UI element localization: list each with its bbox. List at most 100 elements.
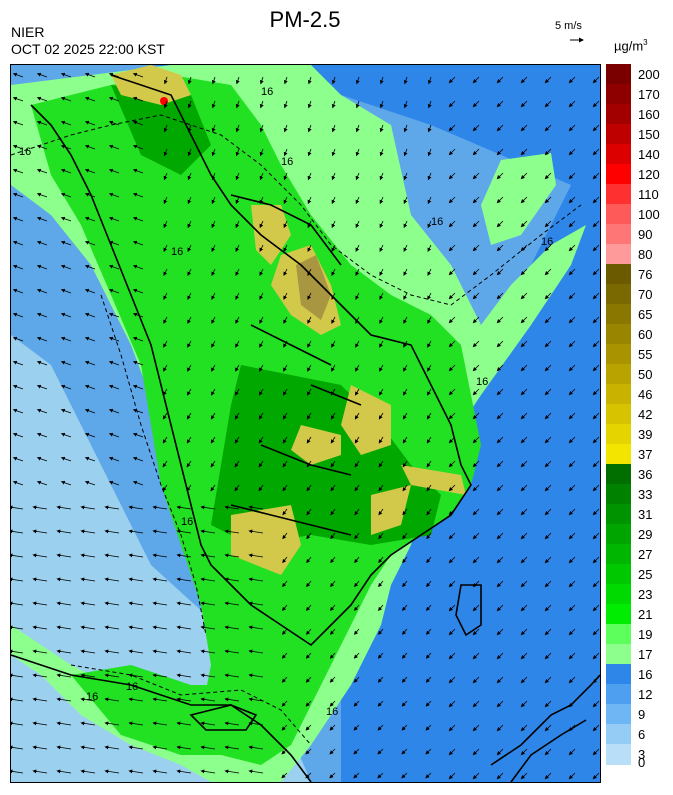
wind-arrow-icon (282, 508, 288, 516)
wind-arrow-icon (56, 553, 72, 558)
wind-arrow-icon (568, 724, 576, 732)
wind-arrow-icon (259, 196, 264, 205)
wind-arrow-icon (36, 288, 48, 294)
wind-arrow-icon (427, 340, 432, 348)
legend-label: 110 (638, 187, 659, 202)
wind-arrow-icon (544, 148, 552, 156)
wind-arrow-icon (32, 553, 48, 558)
wind-arrow-icon (592, 268, 600, 276)
wind-arrow-icon (104, 721, 120, 726)
wind-arrow-icon (353, 772, 360, 779)
wind-arrow-icon (108, 456, 120, 462)
wind-arrow-icon (568, 100, 576, 108)
wind-arrow-icon (403, 172, 408, 181)
wind-arrow-icon (235, 148, 240, 157)
wind-arrow-icon (355, 220, 360, 229)
wind-arrow-icon (448, 124, 456, 132)
wind-arrow-icon (355, 316, 360, 324)
wind-arrow-icon (568, 124, 576, 132)
wind-arrow-icon (378, 580, 384, 588)
wind-arrow-icon (448, 652, 456, 660)
wind-vector-field (11, 72, 600, 780)
wind-arrow-icon (36, 384, 48, 390)
wind-arrow-icon (401, 676, 408, 683)
wind-arrow-icon (248, 625, 264, 630)
wind-arrow-icon (200, 505, 216, 510)
wind-arrow-icon (472, 244, 480, 252)
wind-arrow-icon (12, 192, 24, 198)
wind-arrow-icon (568, 268, 576, 276)
wind-arrow-icon (248, 721, 264, 726)
wind-arrow-icon (472, 100, 480, 108)
wind-arrow-icon (163, 340, 168, 348)
wind-arrow-icon (187, 100, 192, 109)
wind-arrow-icon (544, 628, 552, 636)
wind-arrow-icon (234, 412, 240, 420)
wind-arrow-icon (60, 96, 72, 102)
wind-arrow-icon (36, 216, 48, 222)
legend-label: 90 (638, 227, 653, 242)
wind-arrow-icon (403, 268, 408, 277)
wind-arrow-icon (379, 124, 384, 133)
wind-arrow-icon (36, 432, 48, 438)
wind-arrow-icon (132, 336, 144, 342)
pm25-map[interactable]: 16 16 16 16 16 16 16 16 16 16 16 (10, 64, 601, 783)
wind-arrow-icon (520, 556, 528, 564)
wind-arrow-icon (379, 340, 384, 348)
wind-arrow-icon (353, 676, 360, 683)
wind-arrow-icon (379, 292, 384, 300)
wind-arrow-icon (305, 748, 312, 755)
wind-arrow-icon (568, 676, 576, 684)
wind-arrow-icon (592, 316, 600, 324)
wind-arrow-icon (592, 508, 600, 516)
wind-arrow-icon (496, 292, 504, 300)
wind-arrow-icon (283, 220, 288, 229)
legend-label: 36 (638, 467, 653, 482)
wind-arrow-icon (108, 192, 120, 198)
wind-arrow-icon (152, 577, 168, 582)
wind-arrow-icon (108, 168, 120, 174)
wind-arrow-icon (448, 292, 456, 300)
wind-arrow-icon (11, 505, 24, 510)
map-title: PM-2.5 (269, 7, 341, 32)
wind-arrow-icon (305, 700, 312, 707)
wind-arrow-icon (128, 601, 144, 606)
wind-arrow-icon (568, 700, 576, 708)
wind-arrow-icon (32, 601, 48, 606)
legend-label: 19 (638, 627, 653, 642)
wind-arrow-icon (224, 529, 240, 534)
wind-arrow-icon (377, 628, 384, 635)
wind-arrow-icon (472, 172, 480, 180)
wind-arrow-icon (427, 148, 432, 157)
wind-arrow-icon (401, 604, 408, 612)
wind-arrow-icon (60, 144, 72, 150)
wind-arrow-icon (128, 721, 144, 726)
wind-arrow-icon (448, 340, 456, 348)
wind-arrow-icon (544, 172, 552, 180)
wind-arrow-icon (132, 432, 144, 438)
wind-arrow-icon (32, 697, 48, 702)
unit-label: µg/m3 (614, 38, 648, 53)
wind-arrow-icon (448, 244, 456, 252)
wind-arrow-icon (379, 172, 384, 181)
wind-arrow-icon (496, 196, 504, 204)
wind-arrow-icon (163, 220, 168, 229)
wind-arrow-icon (186, 388, 192, 396)
wind-arrow-icon (283, 196, 288, 205)
wind-arrow-icon (258, 412, 264, 420)
wind-arrow-icon (12, 264, 24, 270)
wind-arrow-icon (544, 772, 552, 780)
wind-arrow-icon (305, 676, 312, 683)
wind-arrow-icon (12, 288, 24, 294)
wind-arrow-icon (84, 240, 96, 246)
wind-arrow-icon (132, 480, 144, 486)
wind-arrow-icon (108, 72, 120, 78)
wind-arrow-icon (402, 484, 408, 492)
wind-arrow-icon (520, 724, 528, 732)
wind-arrow-icon (403, 148, 408, 157)
wind-arrow-icon (187, 172, 192, 181)
wind-arrow-icon (234, 388, 240, 396)
wind-arrow-icon (403, 124, 408, 133)
wind-arrow-icon (80, 505, 96, 510)
wind-arrow-icon (36, 456, 48, 462)
